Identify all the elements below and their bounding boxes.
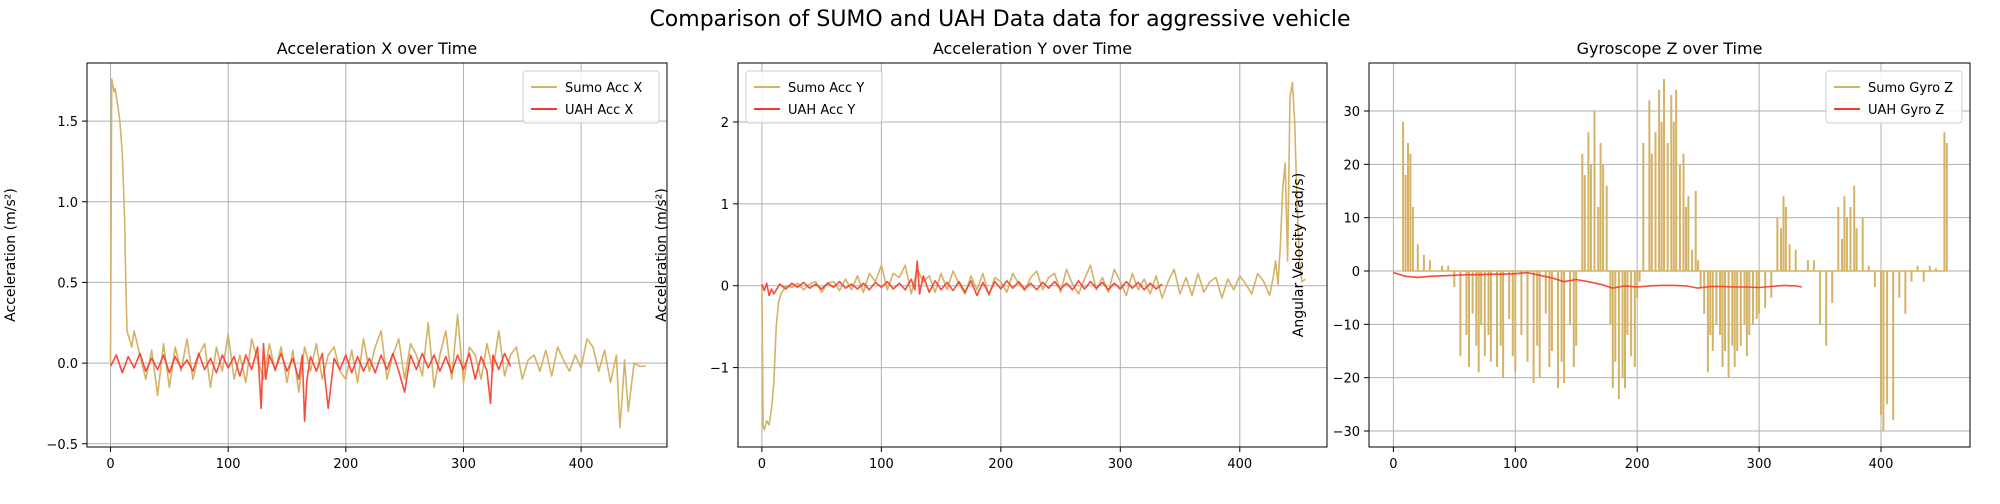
y-tick-label: 20 [1343,158,1360,173]
x-tick-label: 200 [333,457,358,472]
series-group [1393,79,1948,431]
x-tick-label: 400 [1869,457,1894,472]
plot-frame [1368,62,1971,448]
series-line-2 [1393,271,1802,289]
legend-label: UAH Gyro Z [1868,103,1944,118]
x-tick-label: 100 [1503,457,1528,472]
figure-title: Comparison of SUMO and UAH Data data for… [649,7,1350,32]
legend: Sumo Gyro Z UAH Gyro Z [1825,70,1963,124]
x-tick-label: 200 [988,457,1013,472]
x-tick-label: 300 [1108,457,1133,472]
plot-frame [737,62,1328,448]
x-tick-label: 0 [1389,457,1397,472]
y-tick-label: −1 [710,362,729,377]
x-tick-label: 300 [451,457,476,472]
y-tick-label: −30 [1333,425,1360,440]
legend-label: Sumo Acc Y [788,81,864,96]
series-group [761,81,1306,431]
legend-label: Sumo Acc X [565,81,642,96]
y-tick-label: 0.5 [57,276,78,291]
legend-label: Sumo Gyro Z [1868,81,1953,96]
series-group [109,78,646,429]
series-line-2 [761,260,1163,297]
y-tick-label: 1.0 [57,196,78,211]
y-tick-label: 0.0 [57,357,78,372]
y-tick-label: 10 [1343,212,1360,227]
plot-frame [86,62,668,448]
legend-label: UAH Acc Y [788,103,855,118]
x-tick-label: 100 [869,457,894,472]
y-axis-label: Angular Velocity (rad/s) [1291,173,1307,337]
subplot-title: Acceleration Y over Time [933,39,1132,58]
x-tick-label: 400 [569,457,594,472]
x-tick-label: 0 [106,457,114,472]
series-line-2 [109,342,512,423]
y-tick-label: −10 [1333,318,1360,333]
x-tick-label: 300 [1747,457,1772,472]
y-tick-label: 1 [721,198,729,213]
x-tick-label: 200 [1625,457,1650,472]
y-tick-label: 1.5 [57,115,78,130]
series-line-1 [109,78,646,429]
legend-label: UAH Acc X [565,103,633,118]
y-tick-label: 0 [1352,265,1360,280]
y-axis-label: Acceleration (m/s²) [3,188,19,322]
subplot-3: 0 100 200 300 400 −30 −20 −10 0 10 20 30 Gyroscope Z… [1291,39,1971,472]
y-tick-label: 30 [1343,105,1360,120]
x-tick-label: 0 [758,457,766,472]
y-tick-label: 0 [721,280,729,295]
y-tick-label: −20 [1333,372,1360,387]
subplots: 0 100 200 300 400−0.50.00.51.01.5Acceleratio… [3,39,1971,472]
legend: Sumo Acc Y UAH Acc Y [745,70,883,124]
subplot-1: 0 100 200 300 400 −0.5 0.0 0.5 1.0 1.5 Acceleratio… [3,39,668,472]
x-tick-label: 400 [1227,457,1252,472]
series-spikes-1 [1402,79,1948,431]
subplot-title: Acceleration X over Time [277,39,477,58]
subplot-title: Gyroscope Z over Time [1577,39,1763,58]
y-axis-label: Acceleration (m/s²) [654,188,670,322]
x-tick-label: 100 [216,457,241,472]
legend: Sumo Acc X UAH Acc X [522,70,660,124]
y-tick-label: −0.5 [46,438,78,453]
y-tick-label: 2 [721,116,729,131]
subplot-2: 0 100 200 300 400 −1 0 1 2 Acceleration Y over Ti… [654,39,1328,472]
